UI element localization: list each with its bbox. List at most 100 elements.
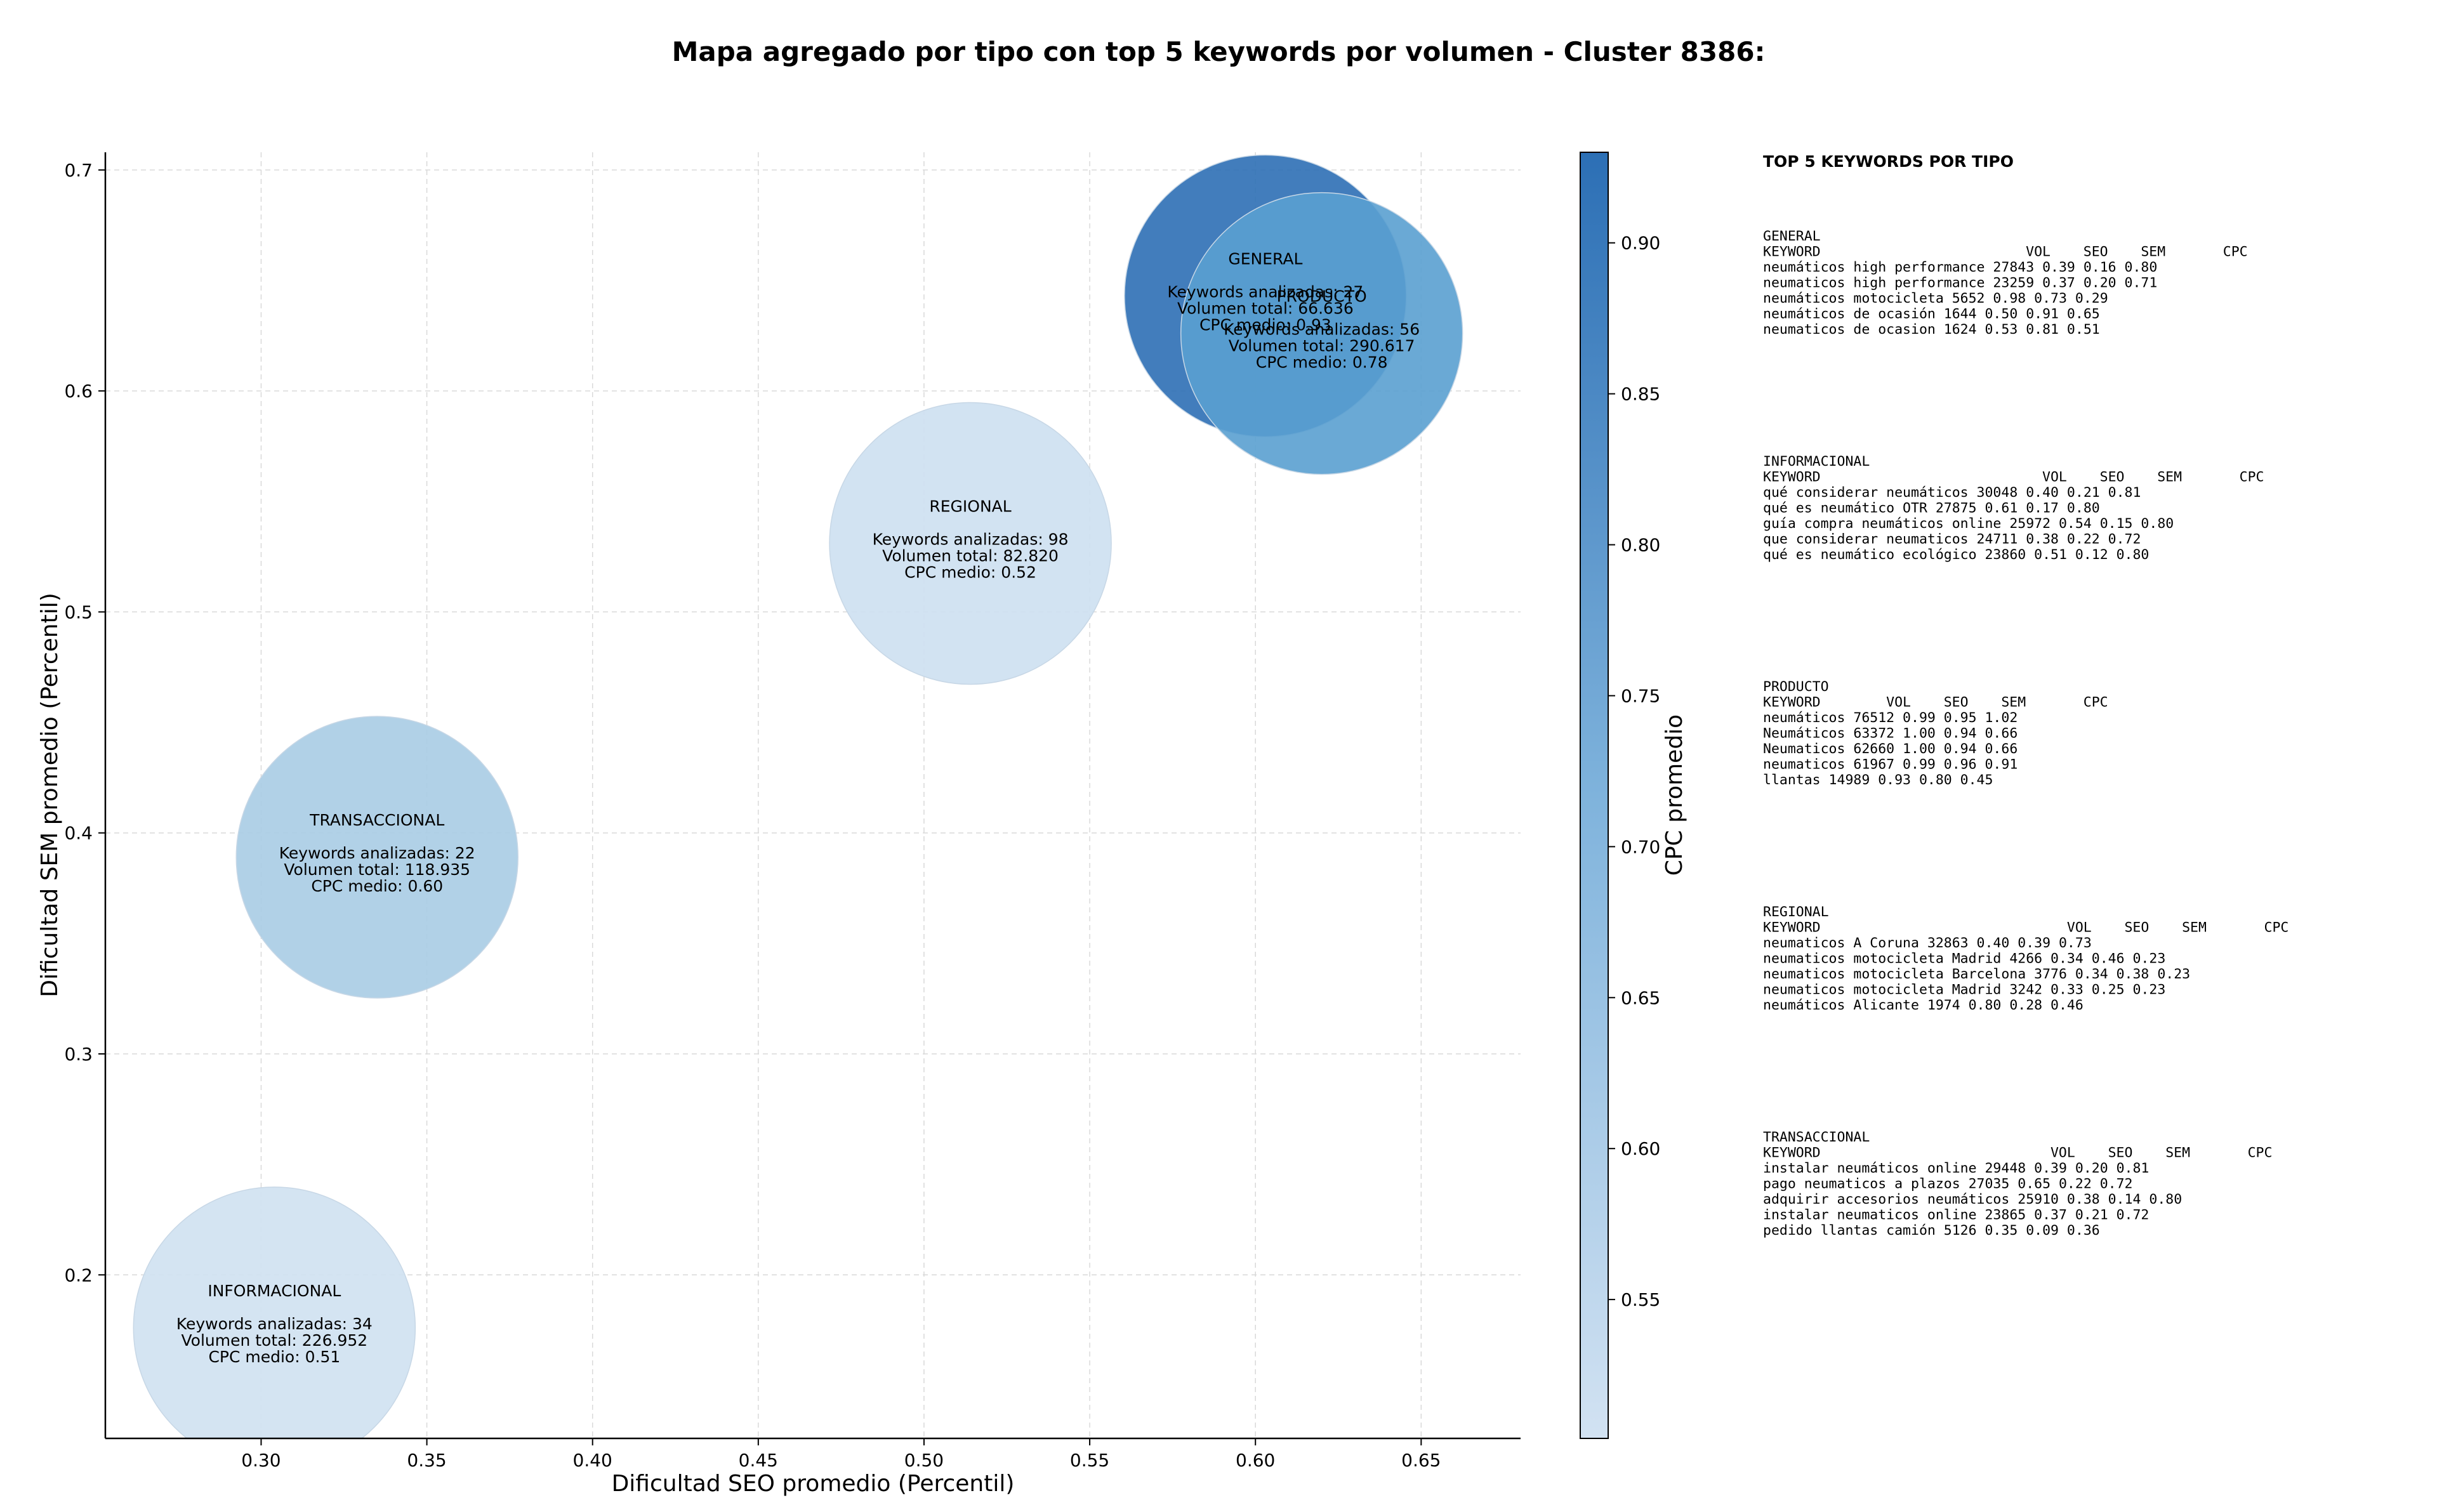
bubble-keywords-count: Keywords analizadas: 98 — [873, 530, 1069, 548]
column-header-keyword: KEYWORD — [1763, 470, 1821, 485]
panel-row: neumaticos high performance 23259 0.37 0… — [1763, 275, 2157, 291]
bubble-type-label: REGIONAL — [929, 497, 1011, 515]
panel-group-title: GENERAL — [1763, 228, 1821, 244]
column-header-keyword: KEYWORD — [1763, 920, 1821, 936]
panel-row: neumaticos A Coruna 32863 0.40 0.39 0.73 — [1763, 935, 2092, 951]
x-tick-label: 0.45 — [739, 1450, 778, 1471]
panel-column-headers: KEYWORD VOL SEO SEM CPC — [1763, 695, 2108, 711]
y-tick-label: 0.2 — [64, 1265, 93, 1285]
panel-row: qué considerar neumáticos 30048 0.40 0.2… — [1763, 485, 2141, 501]
bubble-keywords-count: Keywords analizadas: 34 — [176, 1315, 373, 1333]
colorbar-tick-label: 0.90 — [1621, 233, 1660, 254]
bubble-regional: REGIONAL — [829, 402, 1112, 685]
colorbar-tick-label: 0.55 — [1621, 1289, 1660, 1310]
panel-row: Neumaticos 62660 1.00 0.94 0.66 — [1763, 741, 2018, 757]
bubble-cpc-mean: CPC medio: 0.60 — [311, 877, 443, 895]
bubble-cpc-mean: CPC medio: 0.52 — [904, 563, 1036, 581]
column-header-seo: SEO — [1944, 695, 1969, 711]
column-header-seo: SEO — [2108, 1145, 2133, 1161]
panel-row: pago neumaticos a plazos 27035 0.65 0.22… — [1763, 1176, 2132, 1192]
panel-group-title: INFORMACIONAL — [1763, 454, 1870, 470]
x-tick-label: 0.50 — [904, 1450, 944, 1471]
x-tick-label: 0.40 — [573, 1450, 612, 1471]
column-header-sem: SEM — [2001, 695, 2026, 711]
panel-row: neumáticos de ocasión 1644 0.50 0.91 0.6… — [1763, 306, 2100, 322]
panel-row: neumáticos Alicante 1974 0.80 0.28 0.46 — [1763, 997, 2084, 1013]
panel-heading: TOP 5 KEYWORDS POR TIPO — [1763, 152, 2014, 171]
column-header-vol: VOL — [2042, 470, 2067, 485]
panel-row: adquirir accesorios neumáticos 25910 0.3… — [1763, 1192, 2182, 1207]
x-axis-label: Dificultad SEO promedio (Percentil) — [612, 1471, 1015, 1497]
panel-row: qué es neumático ecológico 23860 0.51 0.… — [1763, 547, 2149, 563]
panel-column-headers: KEYWORD VOL SEO SEM CPC — [1763, 470, 2264, 485]
panel-row: Neumáticos 63372 1.00 0.94 0.66 — [1763, 726, 2018, 742]
x-tick-label: 0.60 — [1236, 1450, 1275, 1471]
column-header-vol: VOL — [2067, 920, 2092, 936]
bubble-transaccional: TRANSACCIONAL — [235, 716, 518, 999]
bubble-informacional: INFORMACIONAL — [133, 1187, 416, 1438]
column-header-seo: SEO — [2100, 470, 2125, 485]
panel-row: qué es neumático OTR 27875 0.61 0.17 0.8… — [1763, 501, 2100, 516]
column-header-keyword: KEYWORD — [1763, 695, 1821, 711]
bubble-label-informacional: INFORMACIONAL Keywords analizadas: 34Volu… — [176, 1282, 373, 1366]
y-tick-label: 0.7 — [64, 160, 93, 181]
colorbar-tick-label: 0.75 — [1621, 685, 1660, 706]
colorbar-tick-label: 0.65 — [1621, 987, 1660, 1008]
x-tick-label: 0.65 — [1401, 1450, 1441, 1471]
panel-row: instalar neumáticos online 29448 0.39 0.… — [1763, 1160, 2149, 1176]
y-axis-ticks: 0.2 0.3 0.4 0.5 0.6 0.7 — [64, 160, 105, 1285]
y-tick-label: 0.3 — [64, 1044, 93, 1065]
bubble-cpc-mean: CPC medio: 0.93 — [1199, 315, 1331, 334]
colorbar-tick-label: 0.60 — [1621, 1138, 1660, 1159]
y-axis-label: Dificultad SEM promedio (Percentil) — [37, 593, 63, 997]
colorbar — [1580, 152, 1609, 1439]
bubble-cpc-mean: CPC medio: 0.78 — [1256, 353, 1388, 372]
bubble-type-label: INFORMACIONAL — [208, 1282, 341, 1300]
panel-row: neumaticos motocicleta Madrid 3242 0.33 … — [1763, 982, 2165, 998]
bubble-producto: PRODUCTO — [1180, 192, 1463, 475]
y-tick-label: 0.4 — [64, 823, 93, 844]
bubble-volume-total: Volumen total: 82.820 — [882, 546, 1059, 565]
panel-row: neumaticos motocicleta Barcelona 3776 0.… — [1763, 966, 2190, 982]
colorbar-tick-label: 0.85 — [1621, 384, 1660, 405]
bubble-labels-layer: INFORMACIONAL Keywords analizadas: 34 Volu… — [176, 249, 1420, 1365]
bubble-label-transaccional: TRANSACCIONAL Keywords analizadas: 22Volu… — [279, 811, 475, 895]
chart-title: Mapa agregado por tipo con top 5 keyword… — [672, 36, 1766, 67]
panel-row: guía compra neumáticos online 25972 0.54… — [1763, 516, 2174, 532]
panel-row: neumáticos 76512 0.99 0.95 1.02 — [1763, 710, 2018, 726]
panel-group-title: PRODUCTO — [1763, 679, 1829, 695]
bubble-keywords-count: Keywords analizadas: 27 — [1167, 282, 1363, 301]
column-header-cpc: CPC — [2240, 470, 2264, 485]
panel-row: que considerar neumaticos 24711 0.38 0.2… — [1763, 532, 2141, 548]
panel-column-headers: KEYWORD VOL SEO SEM CPC — [1763, 244, 2248, 260]
panel-row: llantas 14989 0.93 0.80 0.45 — [1763, 772, 1993, 788]
x-tick-label: 0.30 — [241, 1450, 281, 1471]
colorbar-ticks: 0.55 0.60 0.65 0.70 0.75 0.80 0.85 0.90 — [1608, 233, 1660, 1310]
colorbar-tick-label: 0.70 — [1621, 836, 1660, 857]
column-header-seo: SEO — [2084, 244, 2108, 260]
panel-row: neumaticos 61967 0.99 0.96 0.91 — [1763, 757, 2018, 773]
colorbar-tick-label: 0.80 — [1621, 535, 1660, 556]
keywords-panel: TOP 5 KEYWORDS POR TIPO GENERAL KEYWORD VO… — [1763, 152, 2288, 1239]
column-header-cpc: CPC — [2248, 1145, 2273, 1161]
panel-group-title: REGIONAL — [1763, 904, 1829, 920]
panel-row: neumáticos motocicleta 5652 0.98 0.73 0.… — [1763, 291, 2108, 306]
panel-row: neumaticos de ocasion 1624 0.53 0.81 0.5… — [1763, 322, 2100, 338]
bubble-type-label: TRANSACCIONAL — [309, 811, 444, 829]
panel-row: neumaticos motocicleta Madrid 4266 0.34 … — [1763, 951, 2165, 967]
bubble-volume-total: Volumen total: 118.935 — [284, 860, 470, 879]
column-header-sem: SEM — [2182, 920, 2207, 936]
x-tick-label: 0.35 — [407, 1450, 446, 1471]
column-header-sem: SEM — [2141, 244, 2165, 260]
column-header-cpc: CPC — [2084, 695, 2108, 711]
bubble-keywords-count: Keywords analizadas: 56 — [1224, 320, 1420, 339]
x-axis-ticks: 0.30 0.35 0.40 0.45 0.50 0.55 0.60 0.65 — [241, 1438, 1441, 1471]
